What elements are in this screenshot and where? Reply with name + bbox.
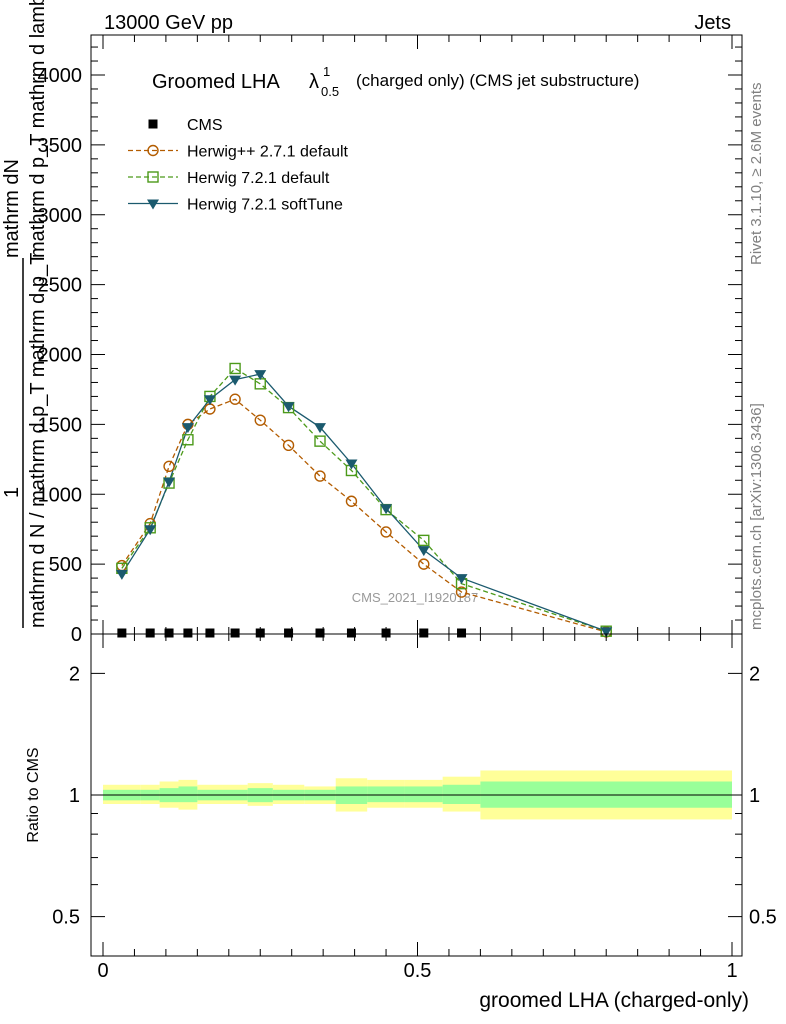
legend-marker-herwig-7-2-1-default xyxy=(147,171,159,183)
data-point-herwig-2-7-1-default xyxy=(455,586,468,598)
ratio-y-tick-label: 2 xyxy=(69,663,80,685)
legend: CMS Herwig++ 2.7.1 default Herwig 7.2.1 de… xyxy=(128,117,349,214)
y-tick-label: 2000 xyxy=(38,345,83,367)
y-tick-label: 3500 xyxy=(38,135,83,157)
ratio-inner-band xyxy=(178,786,198,803)
data-point-herwig-7-2-1-softtune xyxy=(417,546,430,557)
y-label-numerator: mathrm dN xyxy=(1,159,23,258)
data-point-herwig-7-2-1-default xyxy=(314,435,326,447)
data-point-herwig-7-2-1-softtune xyxy=(314,423,327,434)
watermark: CMS_2021_I1920187 xyxy=(352,590,479,605)
ratio-y-label: Ratio to CMS xyxy=(25,747,42,842)
data-point-herwig-7-2-1-softtune xyxy=(163,477,176,488)
data-point-herwig-7-2-1-softtune xyxy=(181,423,194,434)
data-point-herwig-2-7-1-default xyxy=(204,403,216,415)
ratio-y-tick-label-right: 2 xyxy=(749,663,760,685)
data-point-cms xyxy=(205,628,215,638)
y-label-numerator-2: mathrm d p_T mathrm d lambda xyxy=(27,0,49,258)
data-point-herwig-7-2-1-softtune xyxy=(380,504,393,515)
legend-label-herwig-7-2-1-softtune: Herwig 7.2.1 softTune xyxy=(187,197,343,214)
series-lines xyxy=(121,367,607,633)
data-point-herwig-2-7-1-default xyxy=(282,439,295,452)
data-point-herwig-7-2-1-softtune xyxy=(600,627,613,638)
legend-label-herwig-2-7-1-default: Herwig++ 2.7.1 default xyxy=(187,144,349,161)
header-right: Jets xyxy=(694,12,731,34)
ratio-inner-band xyxy=(442,784,481,804)
data-point-herwig-2-7-1-default xyxy=(345,495,358,507)
rivet-version: Rivet 3.1.10, ≥ 2.6M events xyxy=(748,83,765,266)
legend-marker-herwig-7-2-1-softtune xyxy=(147,199,159,210)
y-label-denominator: mathrm d N / mathrm d p_T mathrm d p_T xyxy=(27,253,49,628)
legend-marker-herwig-2-7-1-default xyxy=(147,144,159,157)
data-point-cms xyxy=(145,628,155,638)
x-tick-label: 0.5 xyxy=(404,960,432,982)
ratio-y-ticks: 0.5 0.5 1 1 2 2 xyxy=(52,663,777,928)
y-tick-label: 0 xyxy=(71,624,82,646)
data-point-herwig-2-7-1-default xyxy=(163,460,175,472)
mcplots-reference: mcplots.cern.ch [arXiv:1306.3436] xyxy=(748,403,765,630)
data-point-cms xyxy=(315,628,325,638)
main-y-label: mathrm dN mathrm d p_T mathrm d lambda 1… xyxy=(1,0,49,628)
data-point-herwig-2-7-1-default xyxy=(380,526,392,538)
y-tick-label: 1000 xyxy=(38,484,83,506)
data-point-herwig-7-2-1-default xyxy=(229,362,241,375)
y-tick-label: 3000 xyxy=(38,205,83,227)
series-line-herwig-7-2-1-softtune xyxy=(121,373,607,632)
data-point-herwig-2-7-1-default xyxy=(229,393,241,405)
ratio-y-tick-label: 0.5 xyxy=(52,907,80,929)
ratio-y-tick-label: 1 xyxy=(69,785,80,807)
data-point-herwig-7-2-1-softtune xyxy=(345,459,358,470)
data-point-herwig-7-2-1-default xyxy=(418,534,430,547)
data-point-herwig-7-2-1-softtune xyxy=(455,574,468,585)
data-point-herwig-7-2-1-softtune xyxy=(115,569,128,580)
ratio-y-tick-label-right: 1 xyxy=(749,785,760,807)
data-point-herwig-7-2-1-softtune xyxy=(203,395,216,406)
ratio-panel: 0.5 0.51 12 2 0 0.5 1 Ratio to CMS groomed LH… xyxy=(25,633,777,1012)
data-point-herwig-2-7-1-default xyxy=(418,558,430,570)
header-left: 13000 GeV pp xyxy=(104,12,233,34)
legend-label-herwig-7-2-1-default: Herwig 7.2.1 default xyxy=(187,170,330,187)
series-line-herwig-7-2-1-default xyxy=(121,367,607,632)
main-y-ticks: 0 500 1000 1500 2000 2500 3000 3500 4000 xyxy=(38,46,742,646)
series-markers xyxy=(115,362,613,638)
chart-title-main: Groomed LHA xyxy=(152,71,280,93)
data-point-cms xyxy=(419,628,429,638)
data-point-herwig-7-2-1-softtune xyxy=(282,402,295,413)
data-point-herwig-7-2-1-softtune xyxy=(144,525,157,536)
data-point-herwig-7-2-1-default xyxy=(182,434,194,446)
y-tick-label: 4000 xyxy=(38,65,83,87)
ratio-inner-band xyxy=(367,786,405,803)
data-point-cms xyxy=(346,628,356,638)
ratio-x-ticks: 0 0.5 1 xyxy=(97,634,738,982)
data-point-cms xyxy=(381,628,391,638)
y-tick-label: 1500 xyxy=(38,414,83,436)
data-point-cms xyxy=(164,628,174,638)
data-point-cms xyxy=(117,628,127,638)
x-axis-label: groomed LHA (charged-only) xyxy=(479,989,749,1012)
chart-title-lambda: λ xyxy=(309,71,319,93)
y-tick-label: 2500 xyxy=(38,275,83,297)
data-point-cms xyxy=(457,628,467,638)
chart-title-sub: 0.5 xyxy=(321,84,339,99)
chart-title-sup: 1 xyxy=(323,64,330,79)
x-tick-label: 0 xyxy=(97,960,108,982)
legend-marker-cms xyxy=(148,119,158,129)
data-point-herwig-7-2-1-softtune xyxy=(229,375,242,386)
data-point-herwig-2-7-1-default xyxy=(314,470,326,482)
data-point-cms xyxy=(230,628,240,638)
y-tick-label: 500 xyxy=(49,554,82,576)
y-label-one: 1 xyxy=(1,487,23,498)
data-point-cms xyxy=(183,628,193,638)
x-tick-label: 1 xyxy=(726,960,737,982)
data-point-cms xyxy=(284,628,294,638)
ratio-y-tick-label-right: 0.5 xyxy=(749,907,777,929)
chart-title-rest: (charged only) (CMS jet substructure) xyxy=(356,71,639,90)
data-point-herwig-2-7-1-default xyxy=(254,414,266,426)
main-panel: 0 500 1000 1500 2000 2500 3000 3500 4000 CMS_202… xyxy=(1,0,743,646)
legend-label-cms: CMS xyxy=(187,117,223,134)
data-point-cms xyxy=(255,628,265,638)
data-point-herwig-7-2-1-softtune xyxy=(254,370,267,381)
ratio-inner-band xyxy=(404,786,443,803)
